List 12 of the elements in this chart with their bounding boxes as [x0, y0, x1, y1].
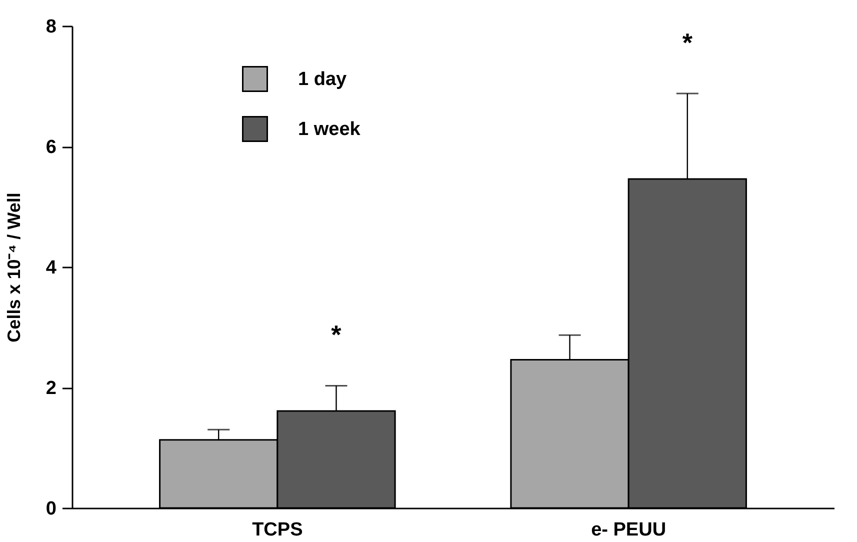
y-tick-label: 8 [46, 16, 56, 38]
annotation: * [331, 320, 342, 350]
annotation: * [682, 27, 694, 58]
y-tick-label: 2 [46, 378, 56, 399]
legend-label: 1 day [298, 69, 348, 90]
y-tick-label: 6 [46, 137, 56, 158]
y-tick-label: 0 [46, 498, 56, 520]
x-tick-label: e- PEUU [591, 520, 666, 540]
y-tick-label: 4 [46, 258, 57, 278]
legend-label: 1 week [298, 119, 361, 140]
y-axis-title: Cells x 10⁻⁴ / Well [4, 192, 24, 342]
x-tick-label: TCPS [252, 520, 303, 540]
